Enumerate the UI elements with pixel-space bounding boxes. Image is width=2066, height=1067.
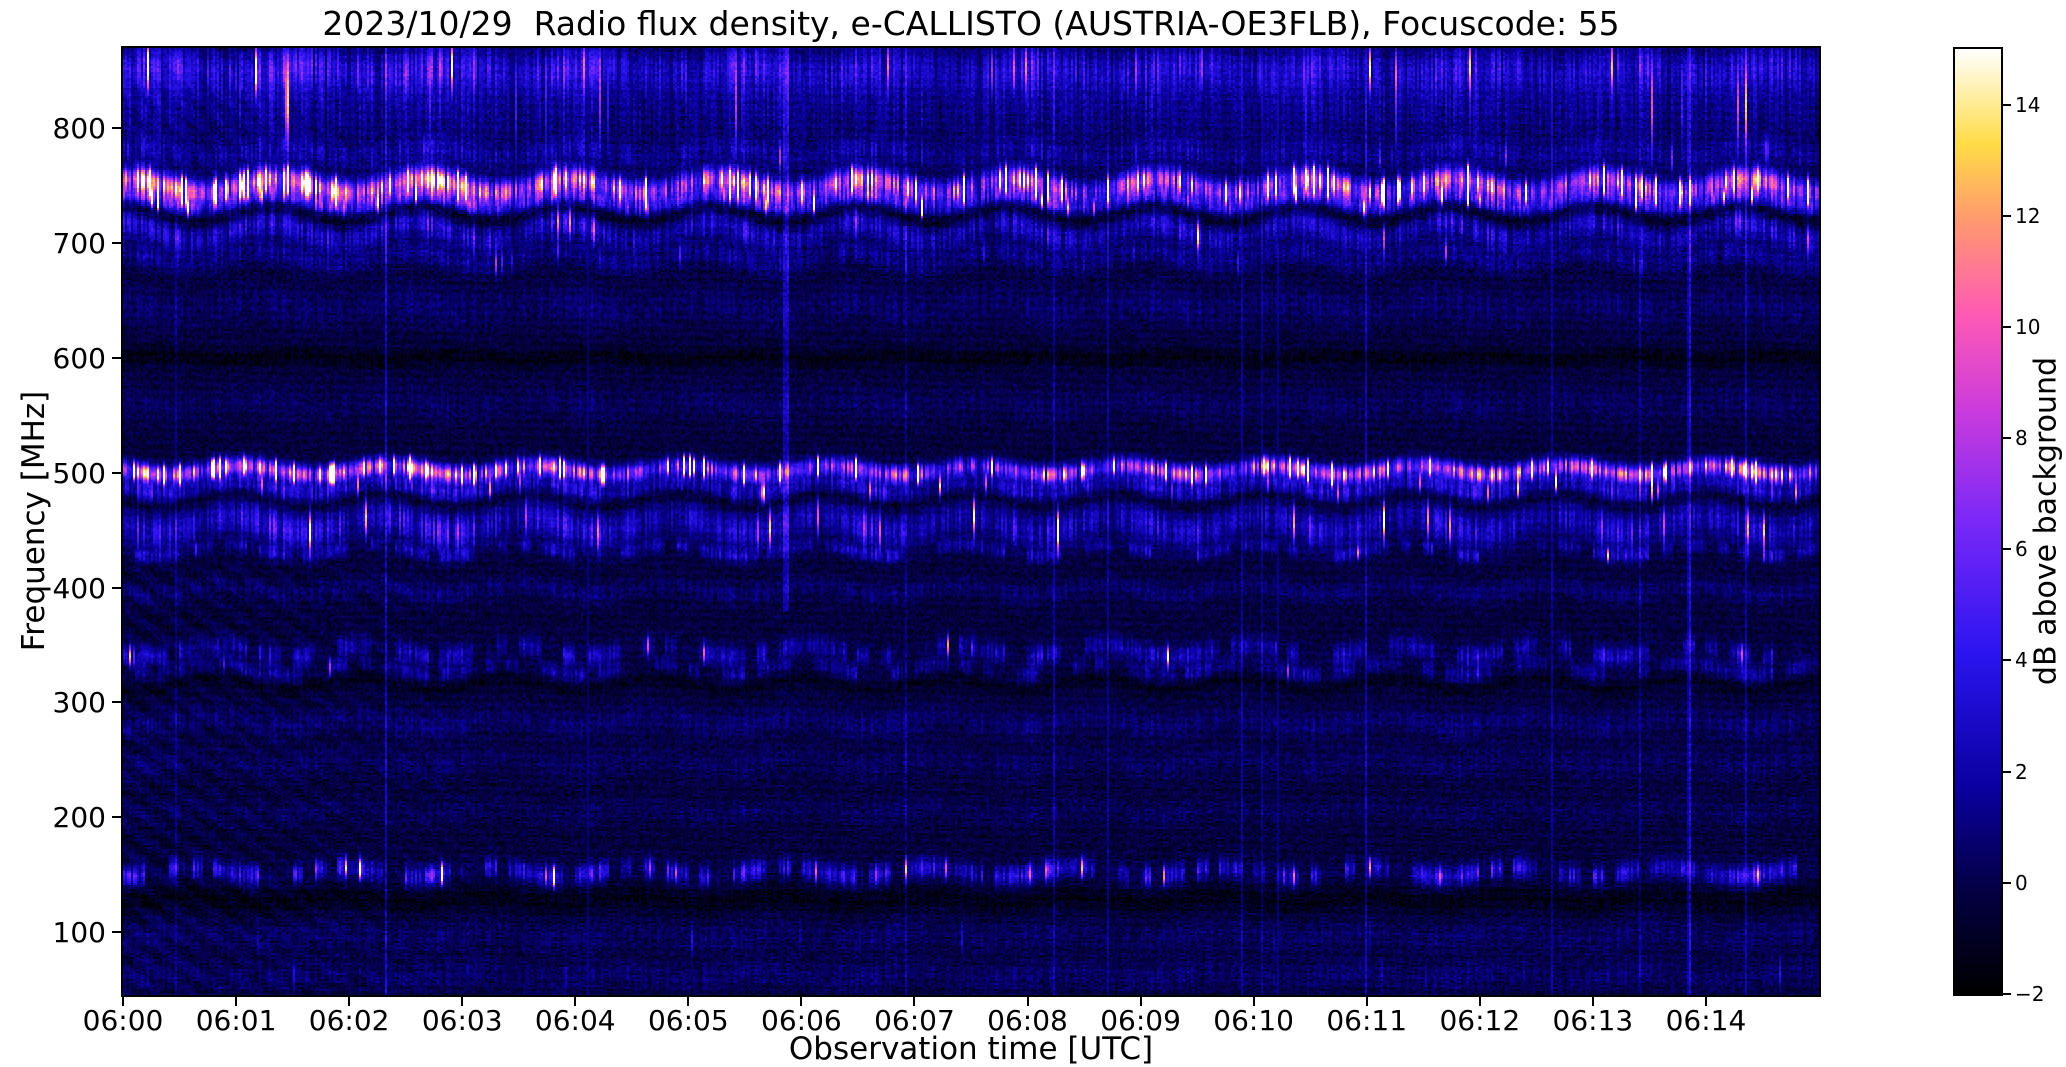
colorbar-tick-label: 10 [2015, 314, 2041, 339]
x-tick-label: 06:05 [647, 1004, 729, 1037]
colorbar-tick-label: −2 [2015, 982, 2045, 1006]
x-tick-mark [1026, 997, 1029, 1006]
y-tick-mark [112, 471, 121, 474]
chart-title: 2023/10/29 Radio flux density, e-CALLIST… [322, 4, 1620, 43]
colorbar-tick-mark [2003, 881, 2011, 884]
colorbar-tick-label: 14 [2015, 92, 2041, 117]
x-tick-mark [1478, 997, 1481, 1006]
y-tick-label: 600 [52, 341, 106, 375]
x-tick-mark [1365, 997, 1368, 1006]
colorbar-tick-mark [2003, 214, 2011, 217]
y-tick-label: 100 [52, 915, 106, 949]
colorbar-tick-label: 2 [2015, 759, 2028, 784]
colorbar-tick-label: 4 [2015, 648, 2028, 673]
x-tick-label: 06:02 [308, 1004, 390, 1037]
x-tick-mark [1252, 997, 1255, 1006]
colorbar-tick-mark [2003, 437, 2011, 440]
y-tick-label: 400 [52, 571, 106, 605]
y-axis-label: Frequency [MHz] [16, 390, 52, 652]
x-tick-label: 06:13 [1552, 1004, 1634, 1037]
colorbar-label: dB above background [2028, 356, 2064, 686]
colorbar-tick-mark [2003, 103, 2011, 106]
x-tick-label: 06:09 [1100, 1004, 1181, 1037]
colorbar-tick-mark [2003, 548, 2011, 551]
x-axis-label: Observation time [UTC] [788, 1031, 1154, 1067]
x-tick-mark [461, 997, 464, 1006]
y-tick-label: 300 [52, 686, 106, 720]
x-tick-mark [1704, 997, 1707, 1006]
x-tick-label: 06:08 [987, 1004, 1068, 1037]
x-tick-label: 06:14 [1665, 1004, 1747, 1037]
x-tick-label: 06:10 [1213, 1004, 1294, 1037]
x-tick-label: 06:04 [534, 1004, 616, 1037]
colorbar-tick-label: 12 [2015, 203, 2041, 228]
colorbar-tick-label: 0 [2015, 870, 2028, 895]
x-tick-label: 06:11 [1326, 1004, 1408, 1037]
colorbar-tick-mark [2003, 770, 2011, 773]
x-tick-label: 06:03 [421, 1004, 503, 1037]
colorbar [1953, 47, 2003, 996]
y-tick-mark [112, 816, 121, 819]
x-tick-mark [687, 997, 690, 1006]
y-tick-label: 500 [52, 456, 106, 490]
x-tick-mark [235, 997, 238, 1006]
colorbar-tick-mark [2003, 659, 2011, 662]
x-tick-label: 06:00 [82, 1004, 164, 1037]
colorbar-tick-label: 6 [2015, 537, 2028, 562]
spectrogram-heatmap [123, 48, 1819, 995]
y-tick-label: 200 [52, 801, 106, 835]
y-tick-mark [112, 701, 121, 704]
x-tick-label: 06:06 [761, 1004, 842, 1037]
colorbar-tick-mark [2003, 325, 2011, 328]
y-tick-label: 700 [52, 227, 106, 261]
y-tick-mark [112, 930, 121, 933]
x-tick-label: 06:12 [1439, 1004, 1521, 1037]
y-tick-mark [112, 586, 121, 589]
y-tick-mark [112, 242, 121, 245]
x-tick-mark [800, 997, 803, 1006]
x-tick-label: 06:07 [874, 1004, 955, 1037]
colorbar-tick-mark [2003, 993, 2011, 995]
x-tick-mark [348, 997, 351, 1006]
x-tick-mark [1591, 997, 1594, 1006]
y-tick-label: 800 [52, 112, 106, 146]
y-tick-mark [112, 356, 121, 359]
x-tick-mark [1139, 997, 1142, 1006]
y-tick-mark [112, 127, 121, 130]
x-tick-mark [574, 997, 577, 1006]
x-tick-mark [913, 997, 916, 1006]
colorbar-tick-label: 8 [2015, 426, 2028, 451]
x-tick-label: 06:01 [195, 1004, 277, 1037]
x-tick-mark [122, 997, 124, 1006]
